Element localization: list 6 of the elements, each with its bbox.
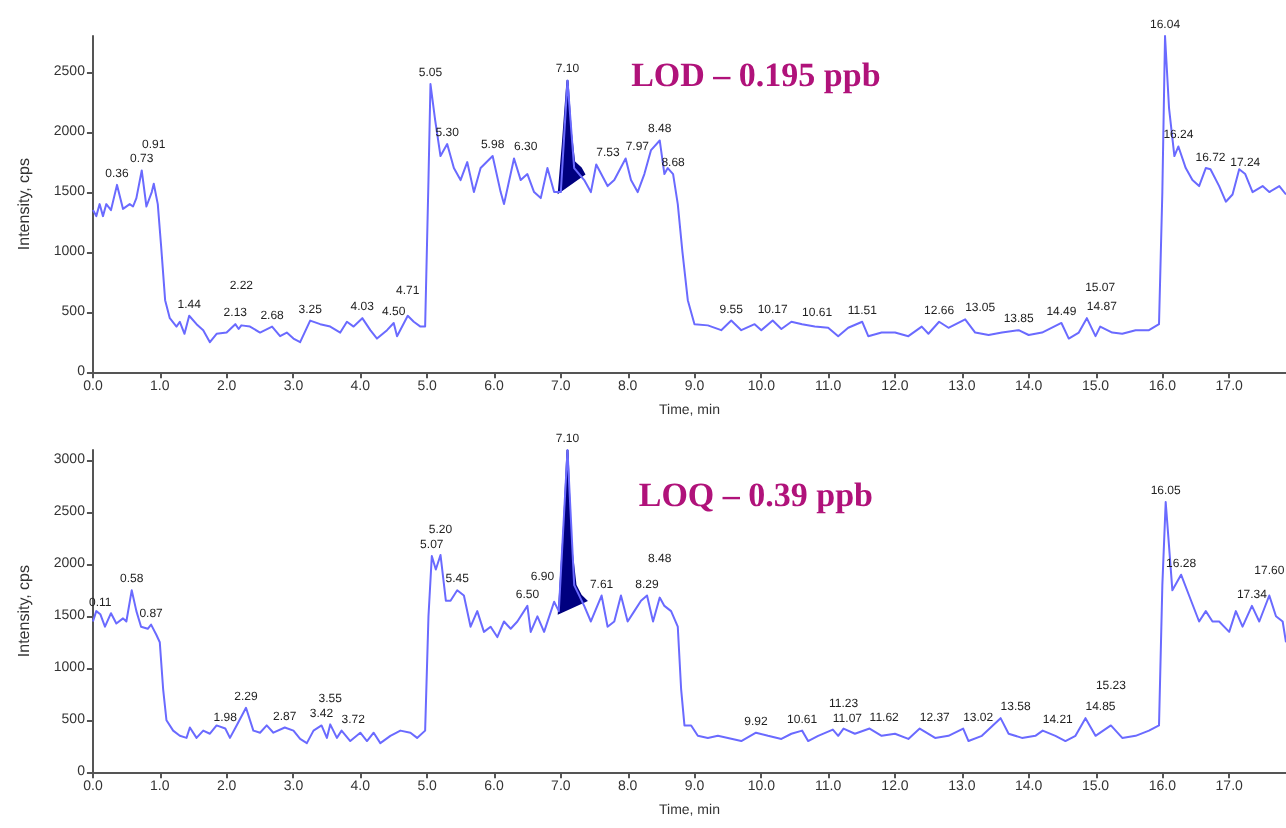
text: LOQ – 0.39 ppb xyxy=(638,476,874,514)
line-series xyxy=(91,35,1286,344)
text: LOD – 0.195 ppb xyxy=(631,56,881,94)
y-axis-title: Intensity, cps xyxy=(15,565,33,658)
line-series xyxy=(91,449,1286,745)
y-axis-title: Intensity, cps xyxy=(15,158,33,251)
